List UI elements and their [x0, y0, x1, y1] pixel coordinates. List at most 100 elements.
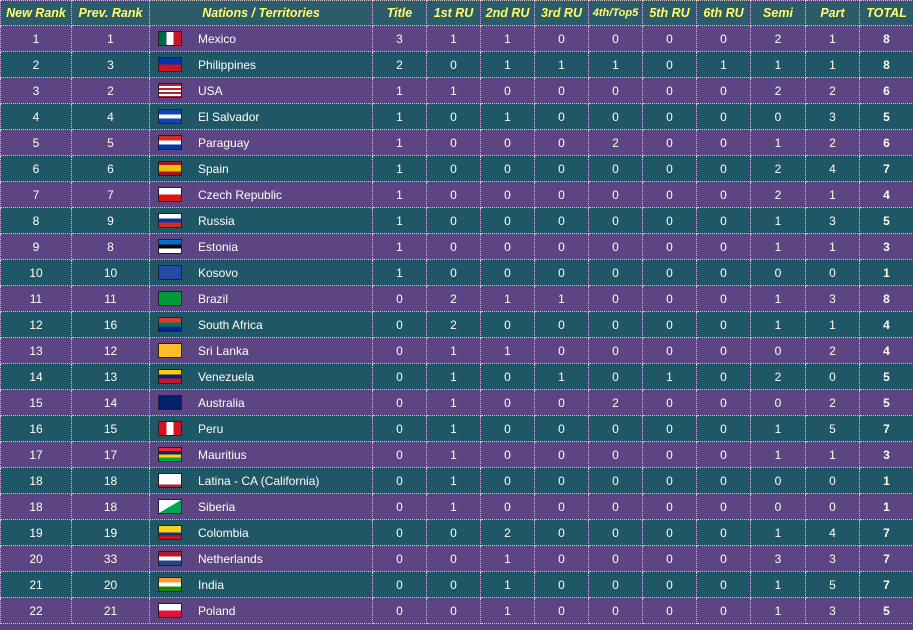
prev-rank-cell: 18: [71, 493, 150, 520]
ru3-cell: 0: [534, 597, 589, 624]
table-row: 3 2 USA 1 1 0 0 0 0 0 2 2 6: [0, 77, 913, 104]
nation-cell: South Africa: [149, 311, 373, 338]
semi-cell: 0: [750, 103, 806, 130]
part-cell: 5: [805, 571, 860, 598]
ru6-cell: 0: [696, 441, 751, 468]
ru3-cell: 0: [534, 207, 589, 234]
top5-cell: 0: [588, 259, 643, 286]
nation-cell: Kosovo: [149, 259, 373, 286]
nation-cell: Czech Republic: [149, 181, 373, 208]
part-cell: 2: [805, 77, 860, 104]
ru5-cell: 0: [642, 389, 697, 416]
ru5-cell: 0: [642, 493, 697, 520]
total-cell: 7: [859, 415, 913, 442]
ru2-cell: 1: [480, 25, 535, 52]
header-1st-ru: 1st RU: [426, 0, 481, 26]
ru3-cell: 0: [534, 25, 589, 52]
ru6-cell: 0: [696, 467, 751, 494]
ru5-cell: 0: [642, 311, 697, 338]
ru2-cell: 1: [480, 597, 535, 624]
top5-cell: 0: [588, 77, 643, 104]
title-cell: 1: [372, 207, 427, 234]
new-rank-cell: 18: [0, 493, 72, 520]
part-cell: 4: [805, 155, 860, 182]
total-cell: 4: [859, 311, 913, 338]
header-row: New Rank Prev. Rank Nations / Territorie…: [0, 0, 913, 26]
nation-cell: Latina - CA (California): [149, 467, 373, 494]
ru1-cell: 2: [426, 285, 481, 312]
ru3-cell: 0: [534, 103, 589, 130]
nation-cell: Poland: [149, 597, 373, 624]
nation-name: Kosovo: [198, 265, 239, 280]
ru2-cell: 0: [480, 181, 535, 208]
title-cell: 0: [372, 415, 427, 442]
table-row: 4 4 El Salvador 1 0 1 0 0 0 0 0 3 5: [0, 103, 913, 130]
semi-cell: 1: [750, 597, 806, 624]
nation-cell: Venezuela: [149, 363, 373, 390]
prev-rank-cell: 18: [71, 467, 150, 494]
ru1-cell: 0: [426, 545, 481, 572]
prev-rank-cell: 33: [71, 545, 150, 572]
nation-name: South Africa: [198, 317, 263, 332]
table-row: 7 7 Czech Republic 1 0 0 0 0 0 0 2 1 4: [0, 181, 913, 208]
nation-cell: Mauritius: [149, 441, 373, 468]
top5-cell: 0: [588, 467, 643, 494]
table-row: 20 33 Netherlands 0 0 1 0 0 0 0 3 3 7: [0, 545, 913, 572]
ru3-cell: 0: [534, 337, 589, 364]
ru2-cell: 0: [480, 389, 535, 416]
ru2-cell: 1: [480, 51, 535, 78]
ru1-cell: 1: [426, 415, 481, 442]
ru2-cell: 1: [480, 103, 535, 130]
part-cell: 1: [805, 51, 860, 78]
part-cell: 3: [805, 597, 860, 624]
nation-cell: Siberia: [149, 493, 373, 520]
nation-name: Czech Republic: [198, 187, 283, 202]
ru1-cell: 1: [426, 337, 481, 364]
table-row: 16 15 Peru 0 1 0 0 0 0 0 1 5 7: [0, 415, 913, 442]
title-cell: 1: [372, 129, 427, 156]
part-cell: 1: [805, 181, 860, 208]
prev-rank-cell: 3: [71, 51, 150, 78]
ru2-cell: 0: [480, 233, 535, 260]
part-cell: 0: [805, 259, 860, 286]
ru6-cell: 0: [696, 363, 751, 390]
ru5-cell: 0: [642, 467, 697, 494]
top5-cell: 0: [588, 493, 643, 520]
header-title: Title: [372, 0, 427, 26]
top5-cell: 0: [588, 155, 643, 182]
total-cell: 8: [859, 51, 913, 78]
ru3-cell: 0: [534, 493, 589, 520]
table-row: 11 11 Brazil 0 2 1 1 0 0 0 1 3 8: [0, 285, 913, 312]
part-cell: 4: [805, 519, 860, 546]
top5-cell: 0: [588, 597, 643, 624]
semi-cell: 1: [750, 207, 806, 234]
ru5-cell: 0: [642, 259, 697, 286]
mauritius-flag-icon: [158, 447, 182, 463]
prev-rank-cell: 19: [71, 519, 150, 546]
nation-name: Venezuela: [198, 369, 255, 384]
prev-rank-cell: 8: [71, 233, 150, 260]
title-cell: 0: [372, 571, 427, 598]
top5-cell: 0: [588, 545, 643, 572]
title-cell: 1: [372, 155, 427, 182]
title-cell: 1: [372, 259, 427, 286]
poland-flag-icon: [158, 603, 182, 619]
semi-cell: 0: [750, 337, 806, 364]
nation-cell: Netherlands: [149, 545, 373, 572]
header-prev-rank: Prev. Rank: [71, 0, 150, 26]
prev-rank-cell: 9: [71, 207, 150, 234]
new-rank-cell: 18: [0, 467, 72, 494]
nation-name: Colombia: [198, 525, 249, 540]
top5-cell: 0: [588, 441, 643, 468]
total-cell: 7: [859, 519, 913, 546]
netherlands-flag-icon: [158, 551, 182, 567]
semi-cell: 1: [750, 441, 806, 468]
ru2-cell: 0: [480, 363, 535, 390]
ru3-cell: 0: [534, 181, 589, 208]
new-rank-cell: 22: [0, 597, 72, 624]
part-cell: 0: [805, 493, 860, 520]
semi-cell: 1: [750, 51, 806, 78]
ru6-cell: 0: [696, 519, 751, 546]
nation-cell: Spain: [149, 155, 373, 182]
